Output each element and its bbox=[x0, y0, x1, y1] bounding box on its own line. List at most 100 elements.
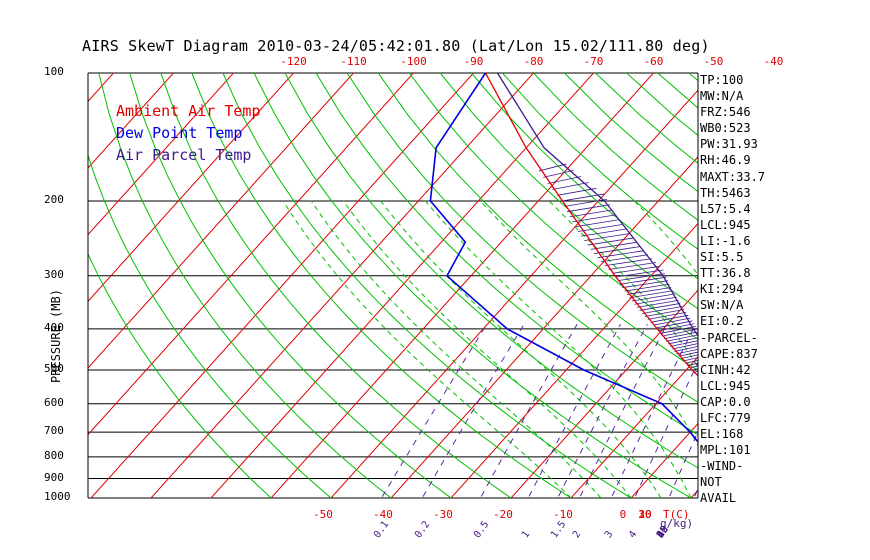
cape-hatch-line bbox=[639, 303, 681, 311]
dry-adiabat-line bbox=[844, 73, 870, 507]
isotherm-line bbox=[270, 73, 655, 498]
cape-hatch-line bbox=[581, 228, 626, 237]
temperature-profile-line bbox=[484, 73, 698, 377]
cape-hatch-line bbox=[543, 169, 574, 178]
stability-index-item: CAPE:837 bbox=[700, 346, 758, 361]
stability-index-item: -WIND- bbox=[700, 459, 744, 474]
moist-adiabat-line bbox=[380, 200, 662, 498]
bottom-temp-tick-label: 0 bbox=[619, 508, 627, 521]
dry-adiabat-line bbox=[222, 73, 632, 498]
isotherm-line bbox=[90, 73, 475, 498]
stability-index-item: LI:-1.6 bbox=[700, 233, 751, 248]
cape-hatch-line bbox=[674, 345, 698, 352]
top-temp-tick-label: -100 bbox=[400, 55, 427, 68]
bottom-temp-tick-label: -10 bbox=[552, 508, 573, 521]
mixing-ratio-line bbox=[557, 323, 648, 498]
cape-hatch-line bbox=[608, 262, 657, 270]
cape-hatch-line bbox=[660, 326, 696, 334]
cape-hatch-line bbox=[604, 258, 653, 267]
cape-hatch-line bbox=[689, 365, 698, 369]
stability-index-item: RH:46.9 bbox=[700, 153, 751, 168]
cape-hatch-line bbox=[647, 312, 687, 320]
stability-index-item: CINH:42 bbox=[700, 362, 751, 377]
legend-air-parcel-temp: Air Parcel Temp bbox=[116, 146, 252, 164]
isotherm-line bbox=[803, 64, 870, 507]
mixing-ratio-unit-label: g/kg) bbox=[660, 517, 694, 530]
mixing-ratio-line bbox=[421, 323, 525, 498]
pressure-tick-label: 300 bbox=[44, 267, 64, 281]
cape-hatch-line bbox=[687, 362, 698, 366]
mixing-ratio-line bbox=[380, 323, 488, 498]
stability-index-item: LCL:945 bbox=[700, 378, 751, 393]
mixing-ratio-line bbox=[846, 324, 870, 507]
top-temp-tick-label: -60 bbox=[643, 55, 664, 68]
dry-adiabat-line bbox=[315, 73, 698, 436]
isotherm-line bbox=[630, 422, 698, 498]
top-temp-tick-label: -110 bbox=[340, 55, 367, 68]
pressure-tick-label: 700 bbox=[44, 424, 64, 438]
stability-index-item: PW:31.93 bbox=[700, 137, 758, 152]
isotherm-line bbox=[88, 73, 175, 169]
stability-index-item: -PARCEL- bbox=[700, 330, 758, 345]
dry-adiabat-line bbox=[471, 73, 698, 280]
cape-hatch-line bbox=[538, 163, 567, 172]
mixing-ratio-line bbox=[578, 323, 668, 498]
mixing-ratio-line bbox=[610, 323, 697, 498]
dry-adiabat-line bbox=[88, 252, 272, 498]
cape-hatch-line bbox=[662, 328, 698, 337]
chart-title: AIRS SkewT Diagram 2010-03-24/05:42:01.8… bbox=[82, 37, 710, 55]
mixing-ratio-line bbox=[634, 361, 698, 498]
pressure-tick-label: 100 bbox=[44, 65, 64, 78]
isotherm-line bbox=[863, 64, 870, 507]
pressure-tick-label: 1000 bbox=[44, 490, 71, 503]
pressure-tick-label: 200 bbox=[44, 192, 64, 206]
cape-hatch-line bbox=[594, 246, 641, 254]
stability-index-item: MPL:101 bbox=[700, 443, 751, 458]
pressure-tick-label: 400 bbox=[44, 320, 64, 334]
cape-hatch-line bbox=[612, 265, 661, 274]
cape-hatch-line bbox=[622, 280, 668, 289]
stability-index-item: AVAIL bbox=[700, 491, 737, 506]
bottom-temp-tick-label: -30 bbox=[432, 508, 453, 521]
cape-hatch-line bbox=[577, 224, 623, 232]
isotherm-line bbox=[210, 73, 595, 498]
bottom-temp-tick-label: -50 bbox=[312, 508, 333, 521]
pressure-tick-label: 800 bbox=[44, 448, 64, 462]
cape-hatch-line bbox=[644, 309, 685, 317]
cape-hatch-line bbox=[692, 368, 698, 371]
cape-hatch-line bbox=[587, 237, 633, 246]
stability-index-item: MAXT:33.7 bbox=[700, 169, 766, 184]
cape-hatch-line bbox=[552, 182, 589, 190]
bottom-temp-tick-label: 30 bbox=[638, 508, 652, 521]
temperature-unit-label: T(C) bbox=[663, 508, 690, 521]
isotherm-line bbox=[570, 356, 698, 498]
dewpoint-profile-line bbox=[429, 73, 698, 444]
pressure-tick-label: 900 bbox=[44, 470, 64, 484]
dry-adiabat-line bbox=[502, 73, 698, 250]
stability-index-item: SW:N/A bbox=[700, 298, 744, 313]
moist-adiabat-line bbox=[282, 200, 572, 498]
top-temp-tick-label: -70 bbox=[583, 55, 604, 68]
mixing-ratio-line bbox=[798, 324, 866, 507]
stability-index-item: L57:5.4 bbox=[700, 201, 751, 216]
parcel-profile-line bbox=[496, 73, 698, 337]
isotherm-line bbox=[510, 289, 698, 498]
cape-hatch-line bbox=[636, 299, 679, 308]
cape-hatch-line bbox=[666, 334, 698, 342]
cape-hatch-line bbox=[572, 214, 616, 223]
cape-hatch-line bbox=[668, 337, 698, 345]
cape-hatch-line bbox=[631, 293, 675, 302]
moist-adiabat-line bbox=[310, 200, 602, 498]
stability-index-item: FRZ:546 bbox=[700, 105, 751, 120]
cape-hatch-line bbox=[676, 348, 698, 355]
dry-adiabat-line bbox=[813, 73, 870, 507]
stability-index-item: TH:5463 bbox=[700, 185, 751, 200]
stability-index-item: CAP:0.0 bbox=[700, 394, 751, 409]
cape-hatch-line bbox=[567, 204, 610, 213]
isotherm-line bbox=[450, 222, 698, 498]
top-temp-tick-label: -80 bbox=[523, 55, 544, 68]
dry-adiabat-line bbox=[191, 73, 572, 498]
cape-hatch-line bbox=[656, 320, 693, 329]
cape-hatch-line bbox=[678, 351, 698, 357]
